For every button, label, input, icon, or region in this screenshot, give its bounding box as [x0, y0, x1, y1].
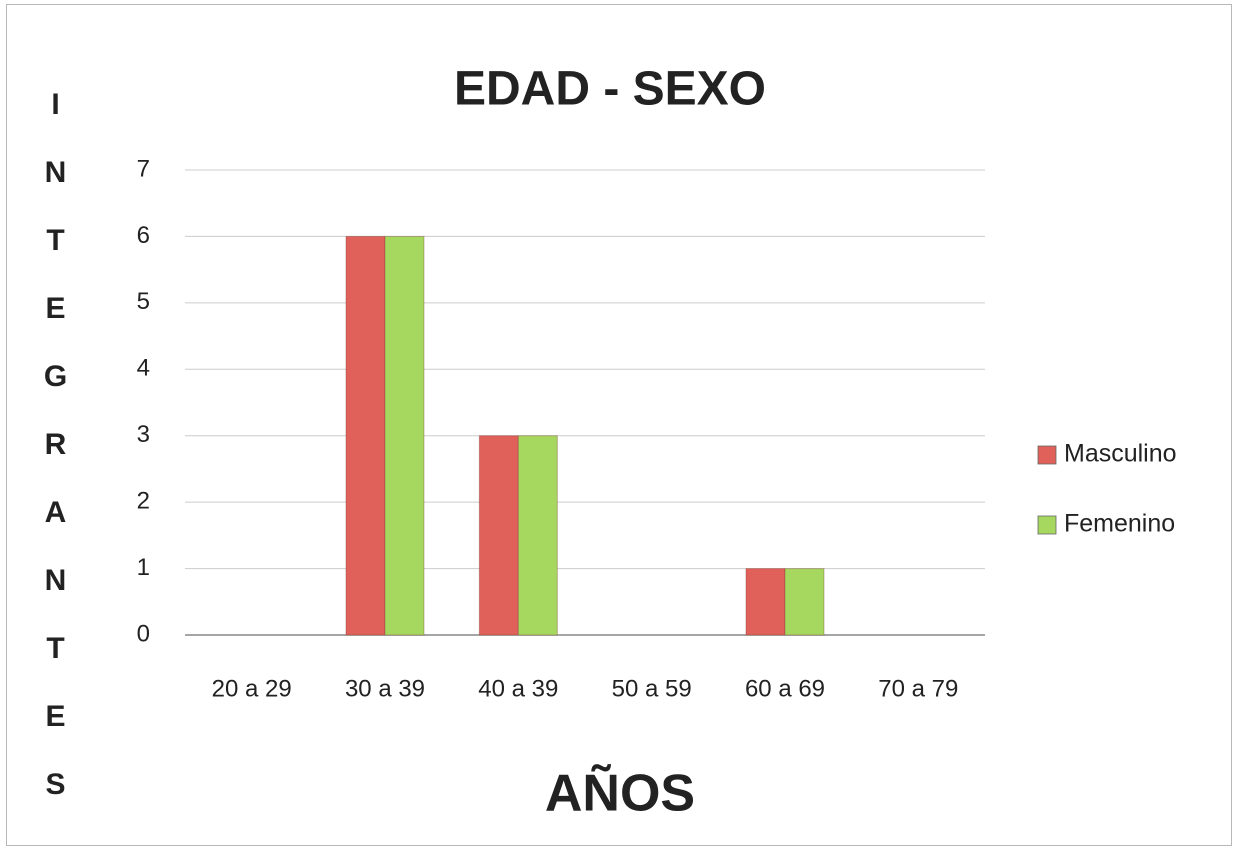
bar — [478, 435, 519, 636]
y-tick-label: 2 — [137, 487, 150, 514]
x-tick-label: 50 a 59 — [612, 675, 692, 702]
legend-swatch — [1037, 515, 1057, 535]
y-tick-label: 7 — [137, 155, 150, 182]
bar — [517, 435, 558, 636]
y-tick-label: 6 — [137, 222, 150, 249]
bar — [384, 235, 425, 636]
legend-label: Masculino — [1064, 440, 1177, 468]
bar — [745, 568, 786, 636]
x-tick-label: 60 a 69 — [745, 675, 825, 702]
legend-swatch — [1037, 445, 1057, 465]
y-tick-label: 0 — [137, 620, 150, 647]
x-tick-label: 20 a 29 — [212, 675, 292, 702]
y-tick-label: 4 — [137, 355, 150, 382]
x-axis-label: AÑOS — [545, 764, 695, 823]
legend-label: Femenino — [1064, 510, 1175, 538]
chart-frame — [6, 4, 1232, 846]
y-tick-label: 3 — [137, 421, 150, 448]
y-tick-label: 1 — [137, 554, 150, 581]
y-axis-label: INTEGRANTES — [39, 88, 72, 836]
x-tick-label: 30 a 39 — [345, 675, 425, 702]
y-tick-label: 5 — [137, 288, 150, 315]
x-tick-label: 70 a 79 — [878, 675, 958, 702]
chart-title: EDAD - SEXO — [454, 63, 766, 116]
bar — [345, 235, 386, 636]
x-tick-label: 40 a 39 — [478, 675, 558, 702]
bar — [784, 568, 825, 636]
